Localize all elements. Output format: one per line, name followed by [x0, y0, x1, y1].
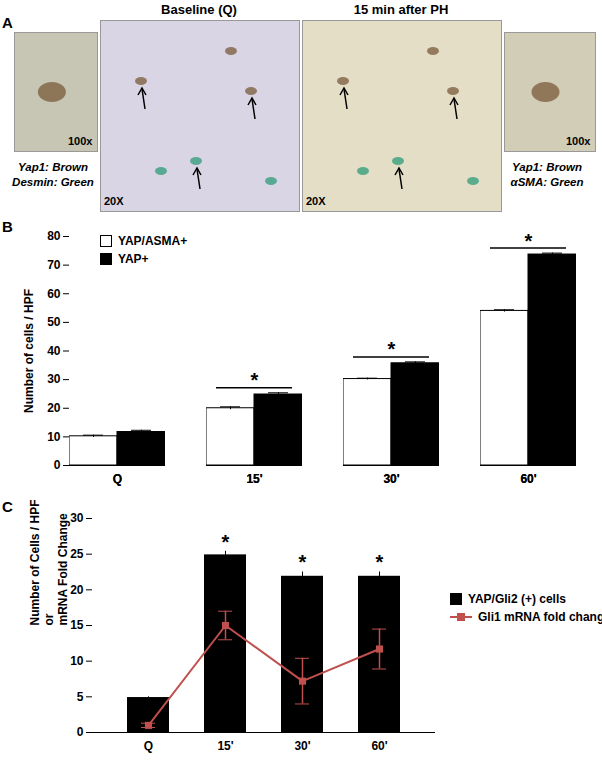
svg-text:*: *: [525, 230, 533, 252]
svg-text:*: *: [376, 551, 384, 573]
svg-text:20: 20: [47, 401, 61, 415]
html-text:Baseline (Q): Baseline (Q): [161, 2, 237, 17]
svg-text:0: 0: [77, 725, 84, 739]
html-text:YAP/Gli2 (+) cells: YAP/Gli2 (+) cells: [468, 592, 566, 606]
html-text:20X: 20X: [306, 195, 326, 207]
html-text:20X: 20X: [104, 195, 124, 207]
svg-text:5: 5: [77, 690, 84, 704]
svg-text:25: 25: [70, 547, 84, 561]
html-text:Desmin: Green: Desmin: Green: [12, 176, 94, 188]
svg-text:15': 15': [217, 739, 233, 753]
svg-text:Q: Q: [144, 739, 153, 753]
svg-text:0: 0: [54, 458, 61, 472]
svg-text:30': 30': [383, 472, 399, 486]
svg-text:15: 15: [70, 618, 84, 632]
svg-text:Number of cells / HPF: Number of cells / HPF: [22, 289, 36, 413]
svg-text:*: *: [299, 551, 307, 573]
svg-text:70: 70: [47, 258, 61, 272]
svg-text:10: 10: [70, 654, 84, 668]
svg-text:*: *: [388, 338, 396, 360]
svg-text:60': 60': [520, 472, 536, 486]
html-text:15 min after PH: 15 min after PH: [353, 2, 449, 17]
svg-text:Q: Q: [113, 472, 122, 486]
html-text:YAP/ASMA+: YAP/ASMA+: [118, 234, 188, 248]
html-text:YAP+: YAP+: [118, 252, 149, 266]
svg-text:15': 15': [246, 472, 262, 486]
svg-text:30': 30': [383, 472, 399, 486]
svg-text:30: 30: [47, 372, 61, 386]
svg-text:20: 20: [70, 583, 84, 597]
html-text:Yap1: Brown: Yap1: Brown: [18, 161, 88, 173]
svg-text:30: 30: [70, 511, 84, 525]
svg-text:Q: Q: [113, 472, 122, 486]
svg-text:*: *: [222, 531, 230, 553]
svg-text:40: 40: [47, 344, 61, 358]
svg-text:60': 60': [371, 739, 387, 753]
svg-text:*: *: [251, 369, 259, 391]
svg-text:50: 50: [47, 315, 61, 329]
svg-text:80: 80: [47, 229, 61, 243]
html-text:B: B: [2, 218, 13, 235]
html-text:100x: 100x: [68, 135, 93, 147]
html-text:αSMA: Green: αSMA: Green: [510, 176, 584, 188]
html-text:C: C: [2, 498, 13, 515]
html-text:Yap1: Brown: Yap1: Brown: [512, 161, 582, 173]
svg-text:60: 60: [47, 287, 61, 301]
html-text:100x: 100x: [566, 135, 591, 147]
svg-text:15': 15': [246, 472, 262, 486]
svg-text:30': 30': [294, 739, 310, 753]
svg-text:10: 10: [47, 430, 61, 444]
svg-text:Number of Cells / HPFormRNA Fo: Number of Cells / HPFormRNA Fold Change: [28, 500, 70, 626]
html-text:A: A: [2, 14, 13, 31]
svg-text:60': 60': [520, 472, 536, 486]
